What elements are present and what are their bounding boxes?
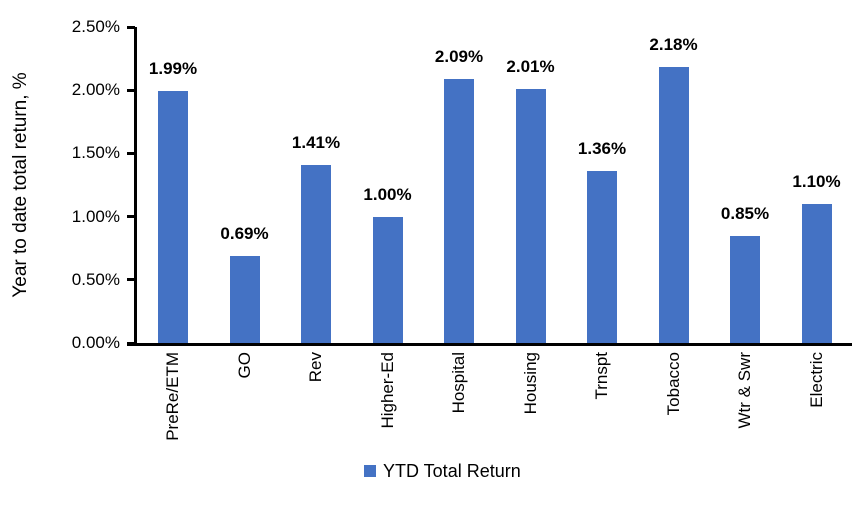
y-axis-line <box>134 27 137 346</box>
x-tick-label-hospital: Hospital <box>449 352 468 414</box>
y-tick-label: 0.00% <box>71 333 120 352</box>
data-label-tobacco: 2.18% <box>649 35 698 55</box>
x-tick-label-prere-etm: PreRe/ETM <box>163 352 182 441</box>
y-tick-mark <box>127 215 135 219</box>
x-tick-label-trnspt: Trnspt <box>592 352 611 400</box>
x-tick-label-tobacco: Tobacco <box>663 352 683 416</box>
bar-wtr-swr <box>730 235 760 343</box>
legend-label: YTD Total Return <box>383 461 521 481</box>
legend-swatch-icon <box>364 465 376 477</box>
y-tick-label: 2.50% <box>71 17 120 36</box>
data-label-go: 0.69% <box>220 223 269 243</box>
y-tick-label: 1.00% <box>71 206 120 226</box>
x-axis-line <box>127 343 852 346</box>
x-tick-label-go: GO <box>234 352 254 379</box>
bar-electric <box>801 203 832 343</box>
data-label-trnspt: 1.36% <box>577 139 627 159</box>
bar-hospital <box>444 78 474 343</box>
bar-go <box>229 255 260 343</box>
data-label-higher-ed: 1.00% <box>363 184 412 204</box>
x-tick-label-rev: Rev <box>306 352 325 383</box>
data-label-rev: 1.41% <box>291 132 341 152</box>
y-tick-mark <box>127 88 135 92</box>
x-tick-label-housing: Housing <box>520 352 540 415</box>
y-tick-mark <box>127 25 135 29</box>
data-label-prere-etm: 1.99% <box>148 59 198 79</box>
y-tick-label: 2.00% <box>71 80 120 100</box>
legend: YTD Total Return <box>364 461 521 481</box>
y-tick-label: 1.50% <box>71 143 120 163</box>
x-tick-label-electric: Electric <box>806 352 826 408</box>
data-label-housing: 2.01% <box>506 56 555 76</box>
bar-prere-etm <box>158 91 188 343</box>
y-axis-title: Year to date total return, % <box>10 72 31 298</box>
data-label-electric: 1.10% <box>792 171 841 191</box>
data-label-hospital: 2.09% <box>434 46 484 66</box>
y-tick-mark <box>127 278 135 282</box>
y-tick-mark <box>127 341 135 345</box>
bar-tobacco <box>658 67 689 343</box>
bar-higher-ed <box>372 216 403 343</box>
x-tick-label-higher-ed: Higher-Ed <box>377 352 397 429</box>
bar-housing <box>515 88 546 343</box>
x-tick-label-wtr-swr: Wtr & Swr <box>735 352 754 429</box>
data-label-wtr-swr: 0.85% <box>720 203 770 223</box>
y-tick-label: 0.50% <box>71 269 120 289</box>
bar-rev <box>301 164 331 343</box>
y-tick-mark <box>127 151 135 155</box>
bar-trnspt <box>587 171 617 343</box>
